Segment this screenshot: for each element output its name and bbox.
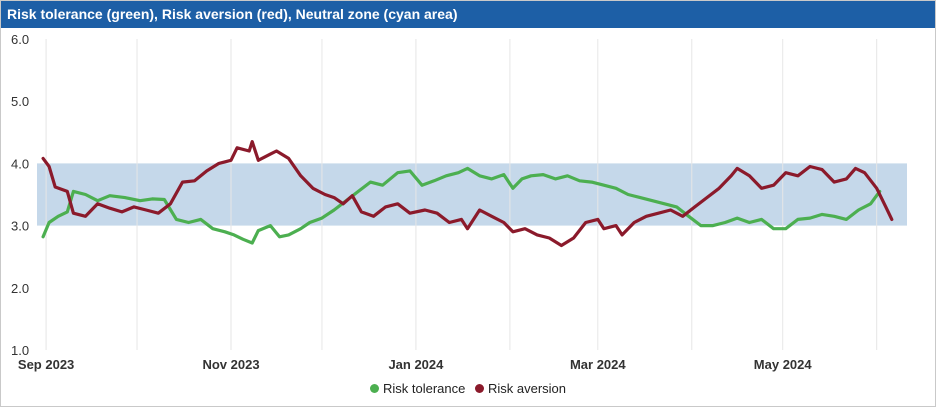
- series-line-risk-tolerance[interactable]: [41, 166, 882, 245]
- y-tick-label: 2.0: [11, 281, 29, 296]
- legend-marker-risk-aversion: [474, 384, 484, 393]
- x-tick-label: May 2024: [754, 357, 813, 372]
- y-tick-label: 5.0: [11, 94, 29, 109]
- y-tick-label: 3.0: [11, 219, 29, 234]
- x-tick-label: Sep 2023: [18, 357, 74, 372]
- chart-legend: Risk tolerance Risk aversion: [1, 381, 935, 396]
- neutral-zone-band: [37, 163, 907, 226]
- chart-title-bar: Risk tolerance (green), Risk aversion (r…: [1, 1, 935, 28]
- chart-title: Risk tolerance (green), Risk aversion (r…: [7, 6, 458, 22]
- series-line-risk-aversion[interactable]: [41, 140, 894, 248]
- legend-marker-risk-tolerance: [369, 384, 379, 393]
- x-tick-label: Nov 2023: [202, 357, 259, 372]
- legend-label-risk-aversion: Risk aversion: [487, 381, 567, 396]
- x-tick-label: Mar 2024: [570, 357, 626, 372]
- y-tick-label: 4.0: [11, 156, 29, 171]
- legend-item-risk-tolerance[interactable]: Risk tolerance: [369, 381, 466, 396]
- legend-label-risk-tolerance: Risk tolerance: [382, 381, 466, 396]
- legend-item-risk-aversion[interactable]: Risk aversion: [474, 381, 567, 396]
- y-tick-label: 1.0: [11, 343, 29, 358]
- x-tick-label: Jan 2024: [388, 357, 444, 372]
- y-tick-label: 6.0: [11, 32, 29, 47]
